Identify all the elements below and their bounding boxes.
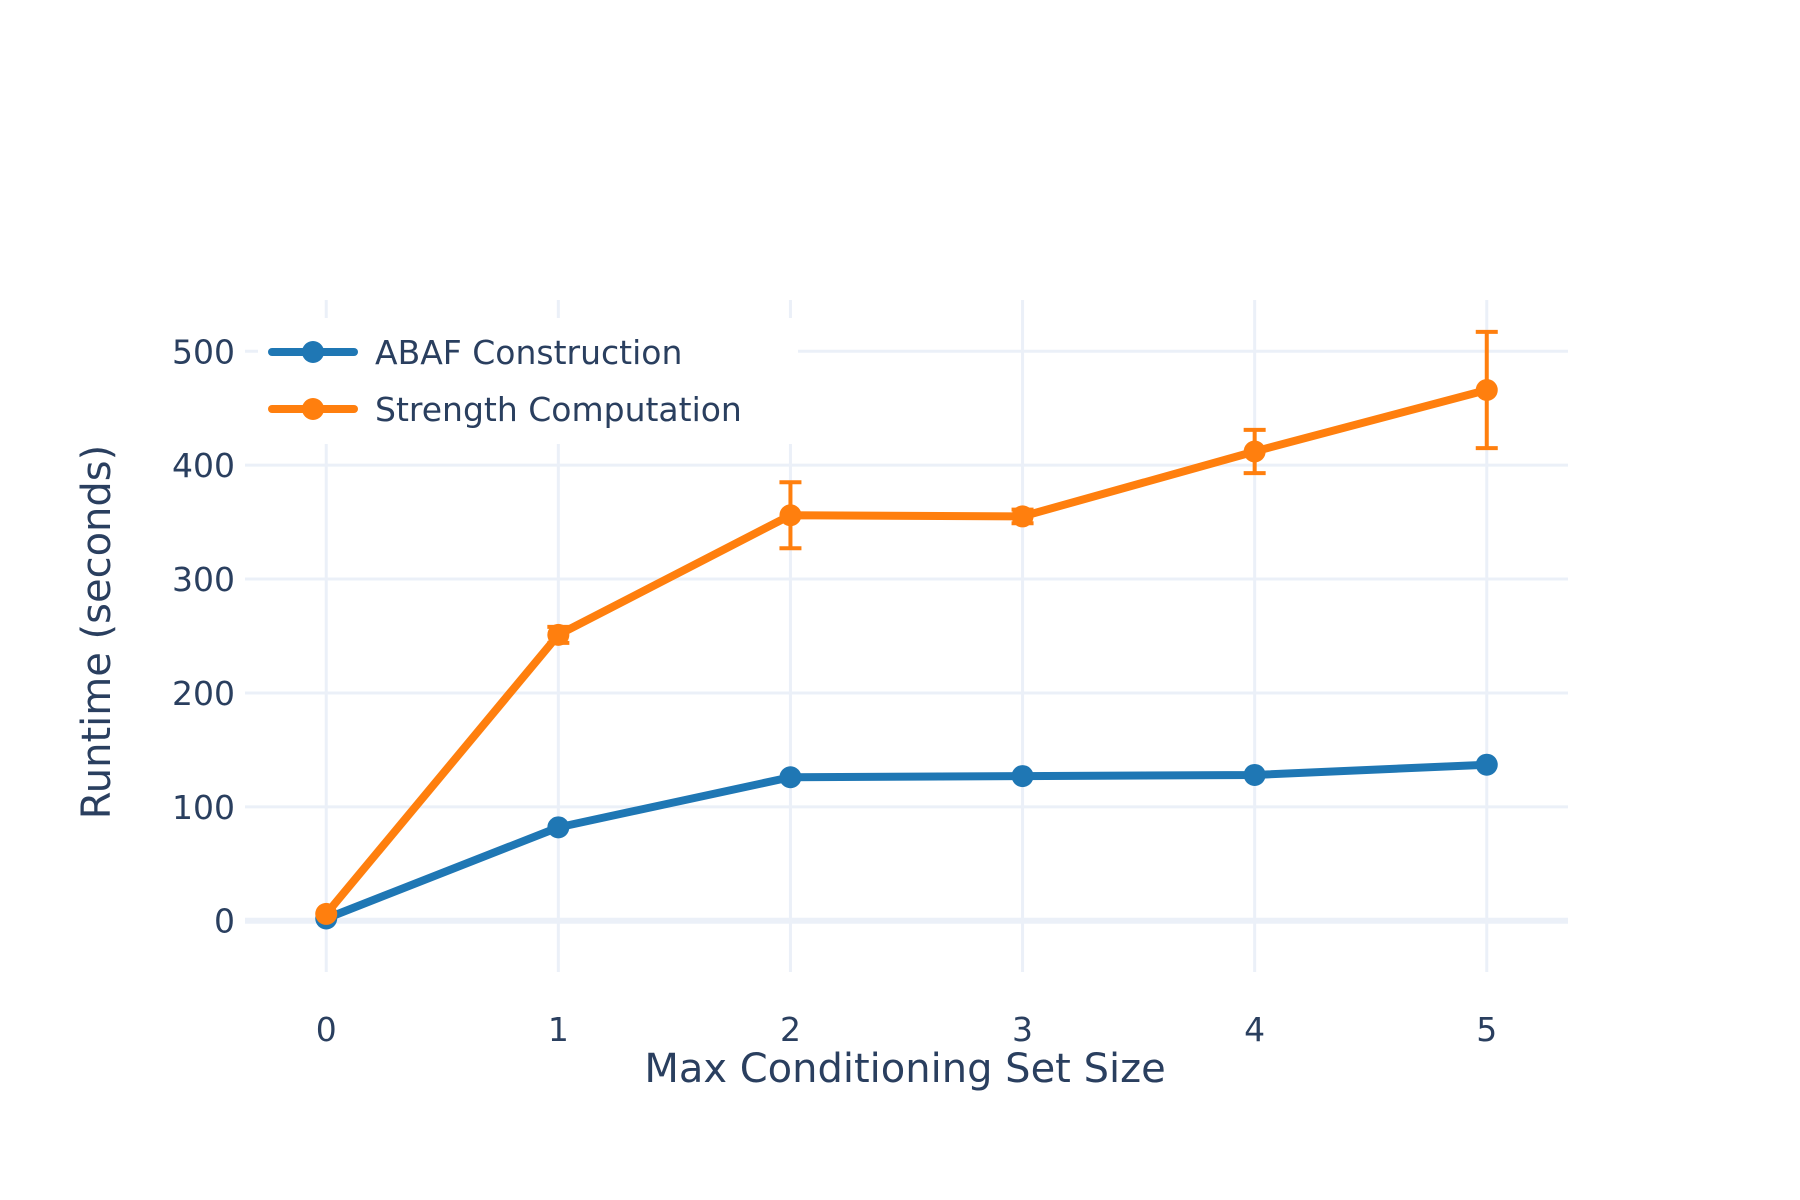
data-point-0-3 (1011, 765, 1034, 788)
data-point-0-1 (547, 816, 570, 839)
data-point-0-4 (1243, 763, 1266, 786)
y-tick-label-0: 0 (214, 902, 235, 941)
data-point-0-5 (1475, 753, 1498, 776)
y-tick-label-200: 200 (172, 674, 235, 713)
x-tick-label-1: 1 (548, 1010, 569, 1049)
legend[interactable]: ABAF Construction Strength Computation (258, 318, 798, 444)
y-tick-label-100: 100 (172, 788, 235, 827)
x-tick-labels: 0 1 2 3 4 5 (316, 1010, 1498, 1049)
legend-swatch-marker-0 (302, 341, 324, 363)
data-point-1-1 (547, 623, 570, 646)
x-tick-label-2: 2 (780, 1010, 801, 1049)
x-tick-label-5: 5 (1476, 1010, 1497, 1049)
data-point-1-0 (315, 902, 338, 925)
data-point-0-2 (779, 766, 802, 789)
y-tick-label-500: 500 (172, 332, 235, 371)
y-axis-title: Runtime (seconds) (74, 445, 120, 820)
x-axis-title: Max Conditioning Set Size (644, 1046, 1165, 1092)
series-0 (315, 753, 1498, 930)
series-1 (315, 329, 1498, 925)
y-tick-label-300: 300 (172, 560, 235, 599)
legend-swatch-marker-1 (302, 398, 324, 420)
legend-background (258, 318, 798, 444)
legend-item-0[interactable]: ABAF Construction (268, 333, 682, 372)
legend-label-1: Strength Computation (375, 390, 742, 429)
data-point-1-2 (779, 504, 802, 527)
y-tick-label-400: 400 (172, 446, 235, 485)
series-layer (315, 329, 1498, 930)
data-point-1-3 (1011, 505, 1034, 528)
x-tick-label-0: 0 (316, 1010, 337, 1049)
legend-label-0: ABAF Construction (375, 333, 682, 372)
series-line-1 (322, 385, 1491, 918)
data-point-1-4 (1243, 440, 1266, 463)
data-point-1-5 (1475, 378, 1498, 401)
x-tick-label-3: 3 (1012, 1010, 1033, 1049)
legend-item-1[interactable]: Strength Computation (268, 390, 742, 429)
y-tick-labels: 0 100 200 300 400 500 (172, 332, 235, 940)
x-tick-label-4: 4 (1244, 1010, 1265, 1049)
series-line-0 (322, 760, 1491, 923)
